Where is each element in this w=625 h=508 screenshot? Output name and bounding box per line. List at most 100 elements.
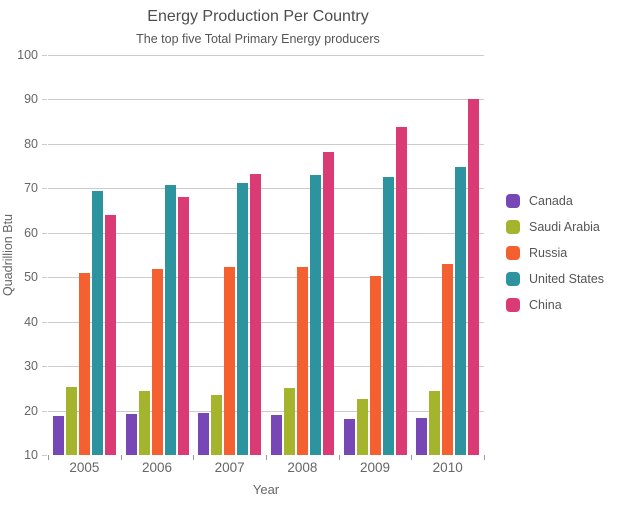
bar-canada-2005[interactable] <box>52 416 64 455</box>
x-tick-mark <box>48 455 49 460</box>
bar-saudi-arabia-2007[interactable] <box>211 394 223 455</box>
y-tick-label: 100 <box>17 48 38 62</box>
legend-item-united-states[interactable]: United States <box>506 272 604 286</box>
y-tick-mark <box>42 99 47 101</box>
bar-china-2006[interactable] <box>177 196 189 455</box>
bar-russia-2005[interactable] <box>78 273 90 455</box>
x-tick-mark <box>120 455 122 460</box>
gridline <box>48 143 484 145</box>
y-tick-label: 70 <box>24 181 38 196</box>
chart-title: Energy Production Per Country <box>147 8 369 25</box>
bar-group-2005 <box>48 55 121 455</box>
bar-united-states-2005[interactable] <box>91 191 103 455</box>
legend-swatch-icon <box>506 246 520 260</box>
bar-china-2010[interactable] <box>468 98 480 455</box>
y-tick-label: 80 <box>24 136 38 151</box>
legend-swatch-icon <box>506 220 520 234</box>
bar-group-2008 <box>266 55 339 455</box>
legend-label: United States <box>529 272 605 286</box>
legend-item-canada[interactable]: Canada <box>506 194 604 208</box>
legend-item-china[interactable]: China <box>506 298 604 312</box>
y-tick-mark <box>42 410 47 412</box>
bar-russia-2010[interactable] <box>442 263 454 455</box>
y-tick-mark <box>42 143 47 145</box>
y-tick-label: 60 <box>24 225 38 240</box>
bar-group-2006 <box>121 55 194 455</box>
y-axis-title: Quadrillion Btu <box>1 214 15 296</box>
x-tick-mark <box>266 455 267 460</box>
chart-header: Energy Production Per Country The top fi… <box>0 0 516 46</box>
legend-label: Saudi Arabia <box>529 220 600 234</box>
bar-china-2005[interactable] <box>104 215 116 455</box>
bar-russia-2006[interactable] <box>151 268 163 455</box>
legend-item-russia[interactable]: Russia <box>506 246 604 260</box>
bar-saudi-arabia-2009[interactable] <box>356 399 368 455</box>
bar-russia-2009[interactable] <box>369 275 381 455</box>
bar-russia-2007[interactable] <box>224 266 236 455</box>
bar-canada-2007[interactable] <box>198 412 210 455</box>
y-tick-mark <box>42 321 47 323</box>
gridline <box>48 188 484 190</box>
bar-united-states-2007[interactable] <box>237 182 249 455</box>
bar-canada-2006[interactable] <box>125 414 137 455</box>
bar-saudi-arabia-2006[interactable] <box>138 391 150 455</box>
y-tick-mark <box>42 188 47 190</box>
bar-china-2007[interactable] <box>250 174 262 455</box>
legend-label: Canada <box>529 194 573 208</box>
legend-item-saudi-arabia[interactable]: Saudi Arabia <box>506 220 604 234</box>
legend-label: Russia <box>529 246 568 260</box>
bar-group-2009 <box>339 55 412 455</box>
y-tick-label: 90 <box>24 92 38 107</box>
x-tick-label-2005: 2005 <box>69 460 100 475</box>
x-tick-mark <box>484 455 485 460</box>
legend-swatch-icon <box>506 298 520 312</box>
gridline <box>48 99 484 101</box>
plot-area <box>48 55 484 455</box>
x-tick-mark <box>193 455 195 460</box>
gridline <box>48 277 484 279</box>
legend-swatch-icon <box>506 194 520 208</box>
bar-china-2008[interactable] <box>322 151 334 455</box>
x-tick-mark <box>411 455 413 460</box>
bar-united-states-2009[interactable] <box>382 177 394 455</box>
x-tick-label-2010: 2010 <box>432 460 463 475</box>
legend: Canada Saudi Arabia Russia United States Chi… <box>506 194 604 324</box>
bar-united-states-2008[interactable] <box>309 174 321 455</box>
bar-united-states-2010[interactable] <box>455 167 467 455</box>
gridline <box>48 55 484 56</box>
x-axis-labels: 2005 2006 2007 2008 2009 2010 <box>48 460 484 475</box>
y-tick-label: 10 <box>24 448 38 462</box>
bar-united-states-2006[interactable] <box>164 185 176 455</box>
y-tick-mark <box>42 232 47 234</box>
legend-swatch-icon <box>506 272 520 286</box>
x-tick-label-2009: 2009 <box>360 460 391 475</box>
y-tick-mark <box>42 277 47 279</box>
y-tick-label: 50 <box>24 270 38 285</box>
y-tick-label: 20 <box>24 403 38 418</box>
x-tick-label-2008: 2008 <box>287 460 318 475</box>
legend-label: China <box>529 298 562 312</box>
bar-canada-2010[interactable] <box>416 418 428 455</box>
bar-china-2009[interactable] <box>395 127 407 455</box>
bar-group-2007 <box>193 55 266 455</box>
y-tick-label: 30 <box>24 359 38 374</box>
bar-canada-2008[interactable] <box>270 414 282 455</box>
bar-group-2010 <box>411 55 484 455</box>
gridline <box>48 410 484 412</box>
x-tick-label-2006: 2006 <box>141 460 173 475</box>
y-tick-mark <box>42 455 47 456</box>
bar-saudi-arabia-2010[interactable] <box>429 390 441 455</box>
x-tick-label-2007: 2007 <box>214 460 245 475</box>
bar-saudi-arabia-2005[interactable] <box>65 387 77 455</box>
y-tick-label: 40 <box>24 314 38 329</box>
gridline <box>48 321 484 323</box>
gridline <box>48 232 484 234</box>
chart-subtitle: The top five Total Primary Energy produc… <box>136 32 380 46</box>
y-tick-mark <box>42 366 47 368</box>
bar-canada-2009[interactable] <box>343 418 355 455</box>
x-axis-title: Year <box>252 482 280 497</box>
bar-russia-2008[interactable] <box>296 267 308 455</box>
bar-saudi-arabia-2008[interactable] <box>283 388 295 455</box>
y-tick-mark <box>42 55 47 56</box>
